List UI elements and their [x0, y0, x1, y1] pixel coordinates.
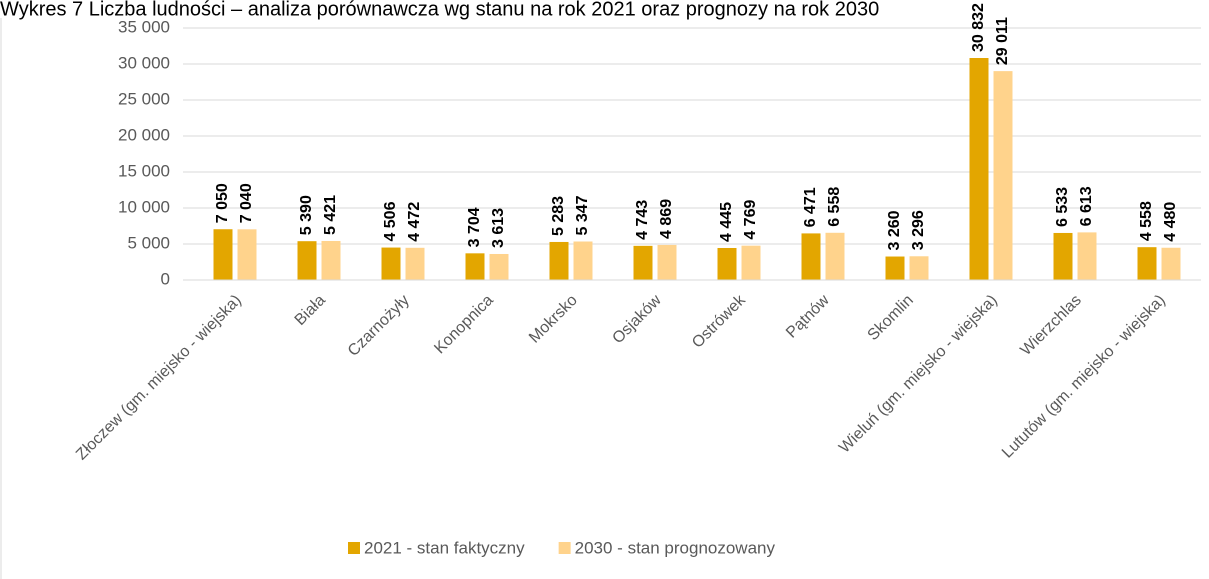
bar [657, 244, 677, 280]
bar [381, 247, 401, 280]
data-label: 4 506 [382, 201, 399, 241]
data-label: 6 471 [802, 187, 819, 227]
data-label: 4 558 [1138, 201, 1155, 241]
y-tick-label: 0 [161, 269, 170, 288]
data-label: 6 533 [1054, 187, 1071, 227]
data-label: 4 480 [1162, 202, 1179, 242]
x-tick-label: Wierzchlas [1017, 292, 1084, 359]
x-tick-label: Czarnożyły [345, 292, 413, 360]
bar [633, 245, 653, 280]
x-tick-label: Lututów (gm. miejsko - wiejska) [999, 292, 1169, 462]
data-label: 7 050 [214, 183, 231, 223]
bar [741, 245, 761, 280]
data-label: 3 704 [466, 207, 483, 247]
data-label: 3 260 [886, 210, 903, 250]
data-label: 29 011 [994, 17, 1011, 65]
data-label: 5 347 [574, 195, 591, 235]
bar [489, 253, 509, 280]
legend-swatch [558, 542, 571, 554]
x-tick-label: Mokrsko [526, 292, 581, 347]
bar [1077, 232, 1097, 280]
y-tick-label: 30 000 [118, 53, 170, 72]
x-tick-label: Wieluń (gm. miejsko - wiejska) [836, 292, 1001, 457]
data-label: 4 769 [742, 200, 759, 240]
legend-label: 2030 - stan prognozowany [575, 538, 776, 557]
bar [549, 241, 569, 280]
bar [213, 229, 233, 280]
data-label: 4 445 [718, 202, 735, 242]
bar [969, 58, 989, 281]
data-label: 7 040 [238, 183, 255, 223]
data-label: 4 869 [658, 199, 675, 239]
y-tick-label: 25 000 [118, 89, 170, 108]
bar [465, 253, 485, 280]
data-label: 30 832 [970, 3, 987, 52]
x-tick-label: Biała [292, 292, 329, 329]
legend-label: 2021 - stan faktyczny [364, 538, 525, 557]
data-label: 3 296 [910, 210, 927, 250]
legend-swatch [348, 542, 360, 554]
y-tick-label: 20 000 [118, 125, 170, 144]
chart-title: Wykres 7 Liczba ludności – analiza porów… [0, 0, 879, 20]
data-label: 5 421 [322, 195, 339, 235]
bar [885, 256, 905, 280]
data-label: 6 613 [1078, 186, 1095, 226]
data-label: 4 472 [406, 202, 423, 242]
data-label: 5 283 [550, 196, 567, 236]
y-tick-label: 10 000 [118, 197, 170, 216]
bar [237, 229, 257, 280]
y-tick-label: 15 000 [118, 161, 170, 180]
x-tick-label: Ostrówek [689, 291, 750, 352]
y-tick-label: 5 000 [127, 233, 170, 252]
y-tick-label: 35 000 [118, 17, 170, 36]
bar [573, 241, 593, 280]
bar [405, 247, 425, 280]
x-tick-label: Pątnów [783, 291, 833, 341]
data-label: 3 613 [490, 208, 507, 248]
x-tick-label: Złoczew (gm. miejsko - wiejska) [73, 292, 245, 464]
bar [909, 256, 929, 280]
x-tick-label: Osjaków [609, 291, 665, 347]
bar [1137, 247, 1157, 280]
data-label: 4 743 [634, 200, 651, 240]
bar [993, 71, 1013, 281]
data-label: 5 390 [298, 195, 315, 235]
bar [1053, 232, 1073, 280]
bar [297, 241, 317, 280]
bar [1161, 247, 1181, 280]
bar [825, 232, 845, 280]
bar [801, 233, 821, 280]
x-tick-label: Skomlin [865, 292, 917, 344]
x-tick-label: Konopnica [431, 292, 497, 358]
bar [717, 247, 737, 280]
data-label: 6 558 [826, 187, 843, 227]
bar [321, 240, 341, 280]
